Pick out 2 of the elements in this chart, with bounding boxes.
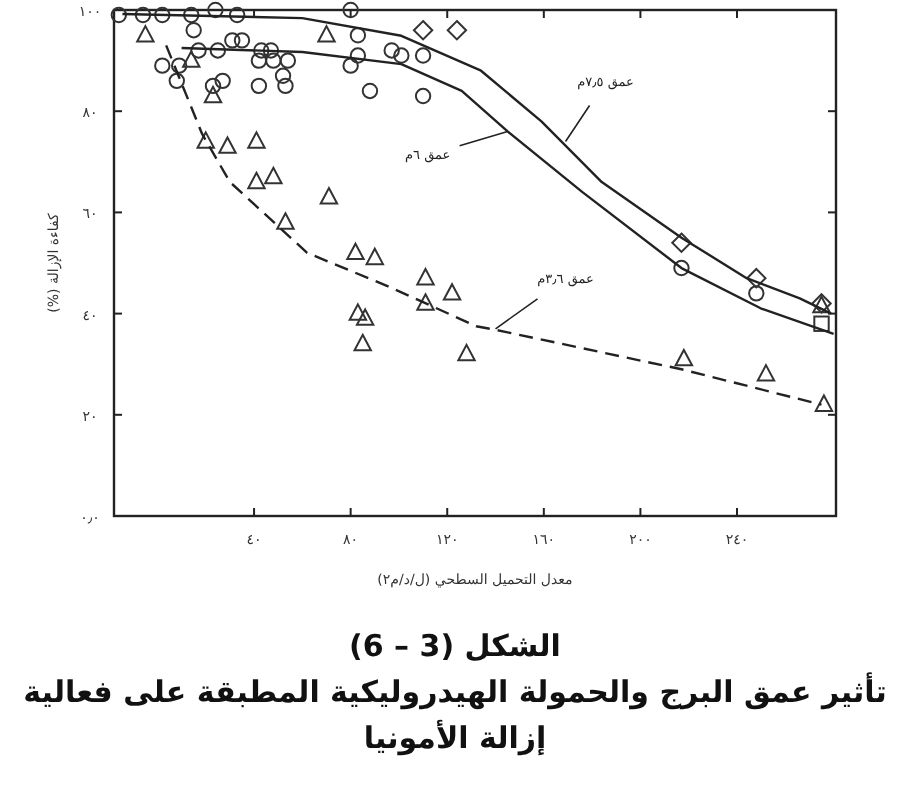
text: تأثير عمق البرج والحمولة الهيدروليكية المطبقة على فعالية إزالة الأمونيا (21, 670, 889, 760)
text: الشكل (3 – 6) (347, 626, 563, 668)
